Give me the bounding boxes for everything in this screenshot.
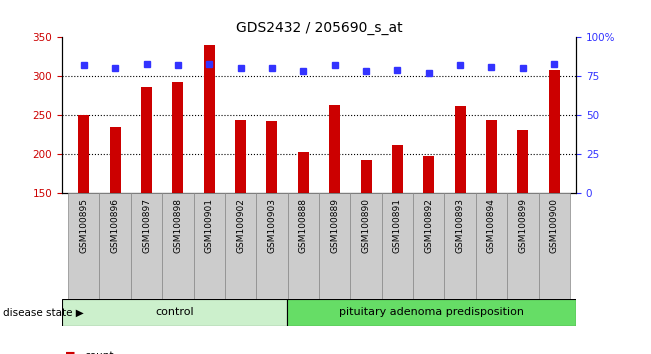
Bar [423, 156, 434, 310]
Bar [298, 153, 309, 310]
Bar [361, 160, 372, 310]
Text: GSM100890: GSM100890 [361, 198, 370, 253]
Text: GSM100889: GSM100889 [330, 198, 339, 253]
Bar [266, 121, 277, 310]
Text: GSM100897: GSM100897 [142, 198, 151, 253]
Bar [549, 70, 560, 310]
Text: ■: ■ [65, 351, 76, 354]
FancyBboxPatch shape [100, 193, 131, 299]
Bar [518, 130, 529, 310]
Text: GSM100895: GSM100895 [79, 198, 89, 253]
FancyBboxPatch shape [193, 193, 225, 299]
FancyBboxPatch shape [319, 193, 350, 299]
Bar [329, 105, 340, 310]
Bar [454, 106, 465, 310]
Bar [392, 145, 403, 310]
Text: GSM100900: GSM100900 [549, 198, 559, 253]
Bar [78, 115, 89, 310]
Text: GSM100902: GSM100902 [236, 198, 245, 253]
Text: GSM100893: GSM100893 [456, 198, 465, 253]
Text: GSM100891: GSM100891 [393, 198, 402, 253]
Text: GSM100894: GSM100894 [487, 198, 496, 253]
Bar [235, 120, 246, 310]
Text: GSM100898: GSM100898 [173, 198, 182, 253]
FancyBboxPatch shape [256, 193, 288, 299]
Text: control: control [155, 307, 193, 318]
FancyBboxPatch shape [288, 193, 319, 299]
Text: GSM100899: GSM100899 [518, 198, 527, 253]
Bar [109, 127, 120, 310]
Text: GSM100888: GSM100888 [299, 198, 308, 253]
Bar [141, 87, 152, 310]
FancyBboxPatch shape [225, 193, 256, 299]
Text: GSM100892: GSM100892 [424, 198, 434, 253]
FancyBboxPatch shape [538, 193, 570, 299]
Text: GSM100896: GSM100896 [111, 198, 120, 253]
Text: count: count [85, 351, 114, 354]
FancyBboxPatch shape [445, 193, 476, 299]
FancyBboxPatch shape [68, 193, 100, 299]
Text: pituitary adenoma predisposition: pituitary adenoma predisposition [339, 307, 524, 318]
Text: GSM100901: GSM100901 [204, 198, 214, 253]
FancyBboxPatch shape [476, 193, 507, 299]
FancyBboxPatch shape [131, 193, 162, 299]
Bar [486, 120, 497, 310]
FancyBboxPatch shape [381, 193, 413, 299]
FancyBboxPatch shape [350, 193, 381, 299]
Bar [62, 299, 287, 326]
Text: GSM100903: GSM100903 [268, 198, 277, 253]
Bar [204, 45, 215, 310]
FancyBboxPatch shape [413, 193, 445, 299]
Title: GDS2432 / 205690_s_at: GDS2432 / 205690_s_at [236, 21, 402, 35]
Text: disease state ▶: disease state ▶ [3, 307, 84, 318]
FancyBboxPatch shape [162, 193, 193, 299]
FancyBboxPatch shape [507, 193, 538, 299]
Bar [173, 81, 184, 310]
Bar [287, 299, 576, 326]
